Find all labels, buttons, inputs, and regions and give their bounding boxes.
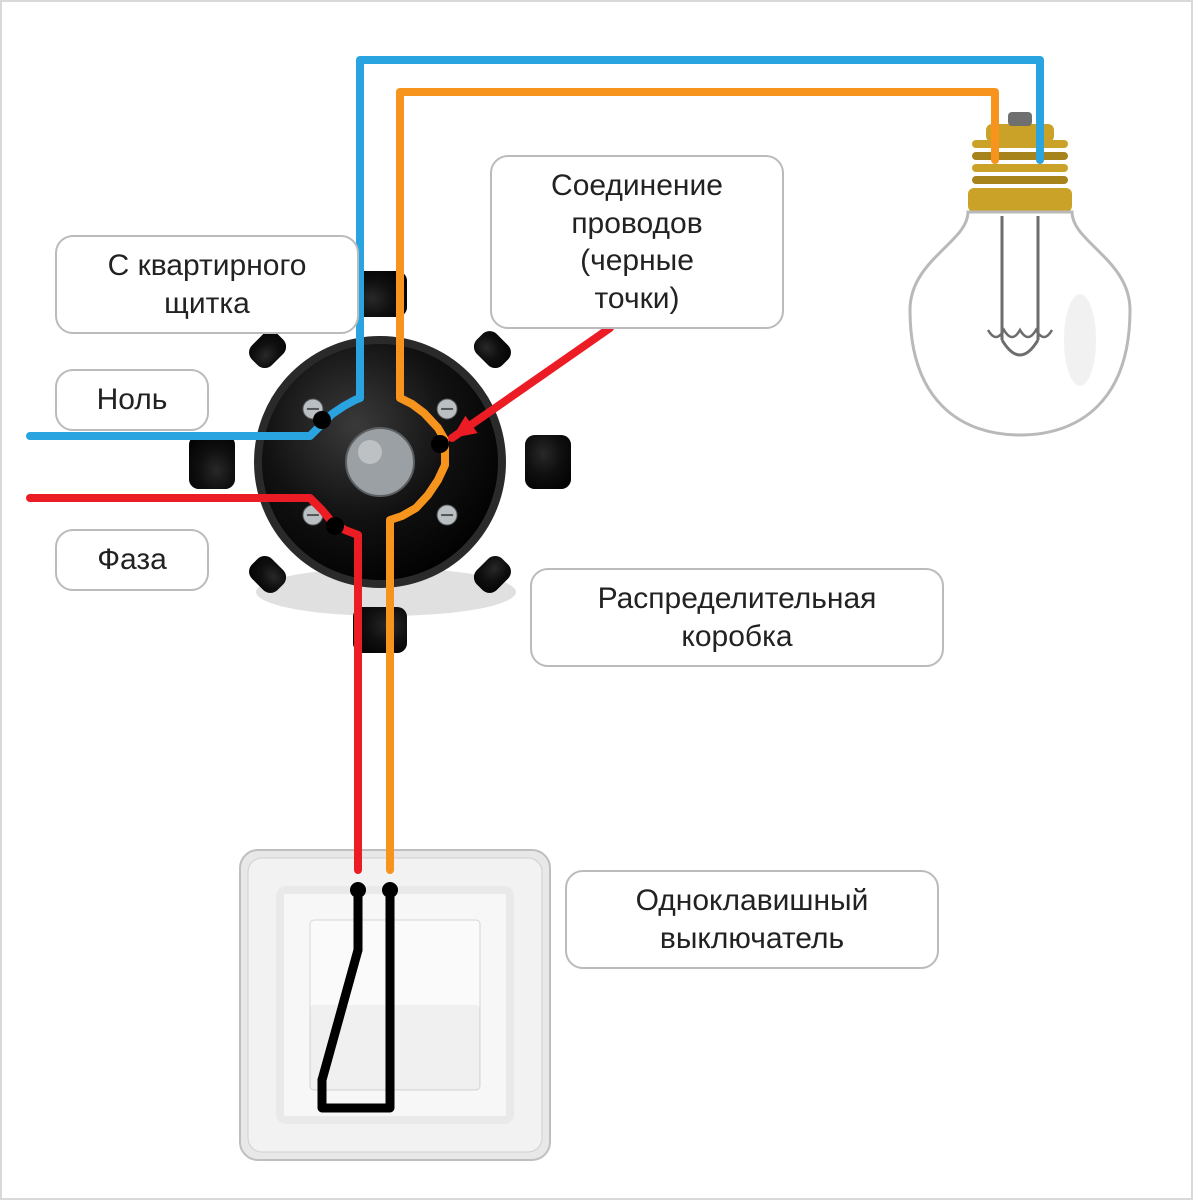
label-neutral: Ноль <box>55 369 209 431</box>
label-from-panel: С квартирного щитка <box>55 235 359 334</box>
label-junction-box: Распределительная коробка <box>530 568 944 667</box>
label-connections: Соединение проводов (черные точки) <box>490 155 784 329</box>
connection-dot <box>313 411 331 429</box>
switch-panel <box>240 850 550 1160</box>
light-bulb-icon <box>910 112 1130 435</box>
connection-dot <box>326 517 344 535</box>
label-phase: Фаза <box>55 529 209 591</box>
label-switch: Одноклавишный выключатель <box>565 870 939 969</box>
pointer-arrow <box>452 328 610 438</box>
connection-dot <box>431 435 449 453</box>
pointer-arrow-head <box>452 416 478 438</box>
